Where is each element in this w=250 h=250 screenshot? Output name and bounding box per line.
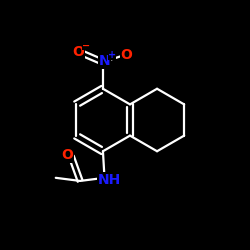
Text: −: − [82,40,90,50]
Text: N: N [99,54,111,68]
Text: O: O [120,48,132,62]
Text: NH: NH [97,173,120,187]
Text: O: O [61,148,73,162]
Text: +: + [108,50,116,60]
Text: O: O [72,45,84,59]
